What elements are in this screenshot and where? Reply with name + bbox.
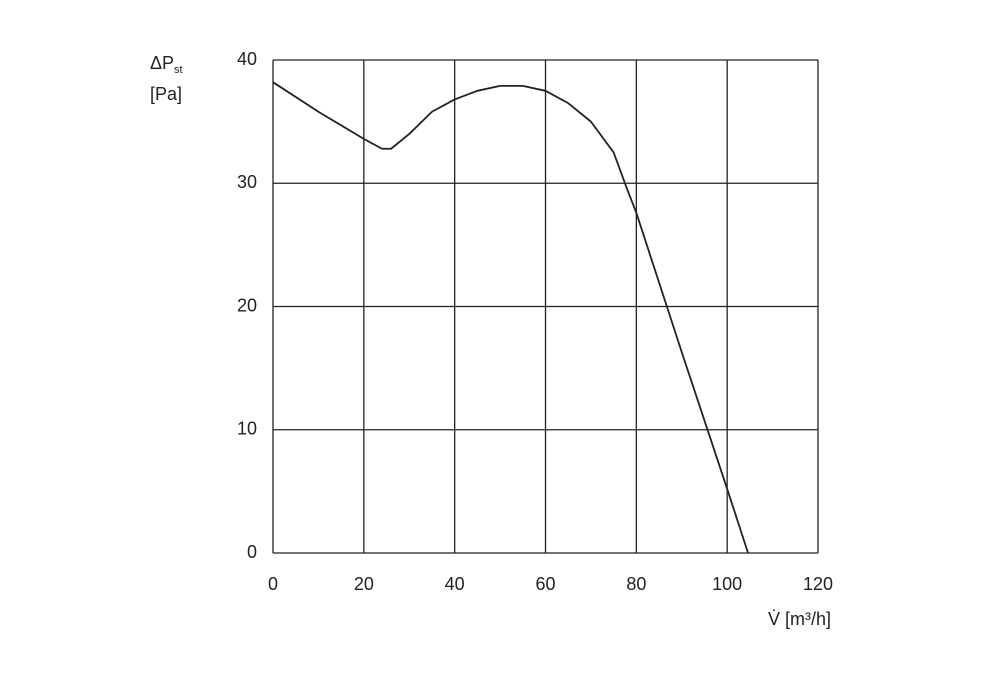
y-axis-unit: [Pa] <box>150 84 182 104</box>
y-axis-label: ΔP <box>150 53 174 73</box>
x-tick-label: 40 <box>445 574 465 594</box>
x-tick-label: 80 <box>626 574 646 594</box>
x-axis-label: V̇ [m³/h] <box>768 609 831 629</box>
y-tick-label: 10 <box>237 419 257 439</box>
x-tick-label: 60 <box>535 574 555 594</box>
x-tick-label: 20 <box>354 574 374 594</box>
data-line <box>272 81 749 554</box>
x-tick-label: 0 <box>268 574 278 594</box>
y-tick-label: 40 <box>237 49 257 69</box>
y-tick-label: 30 <box>237 172 257 192</box>
y-tick-label: 20 <box>237 295 257 315</box>
y-tick-label: 0 <box>247 542 257 562</box>
y-axis-label-subscript: st <box>174 64 183 76</box>
x-tick-label: 100 <box>712 574 742 594</box>
x-tick-label: 120 <box>803 574 833 594</box>
